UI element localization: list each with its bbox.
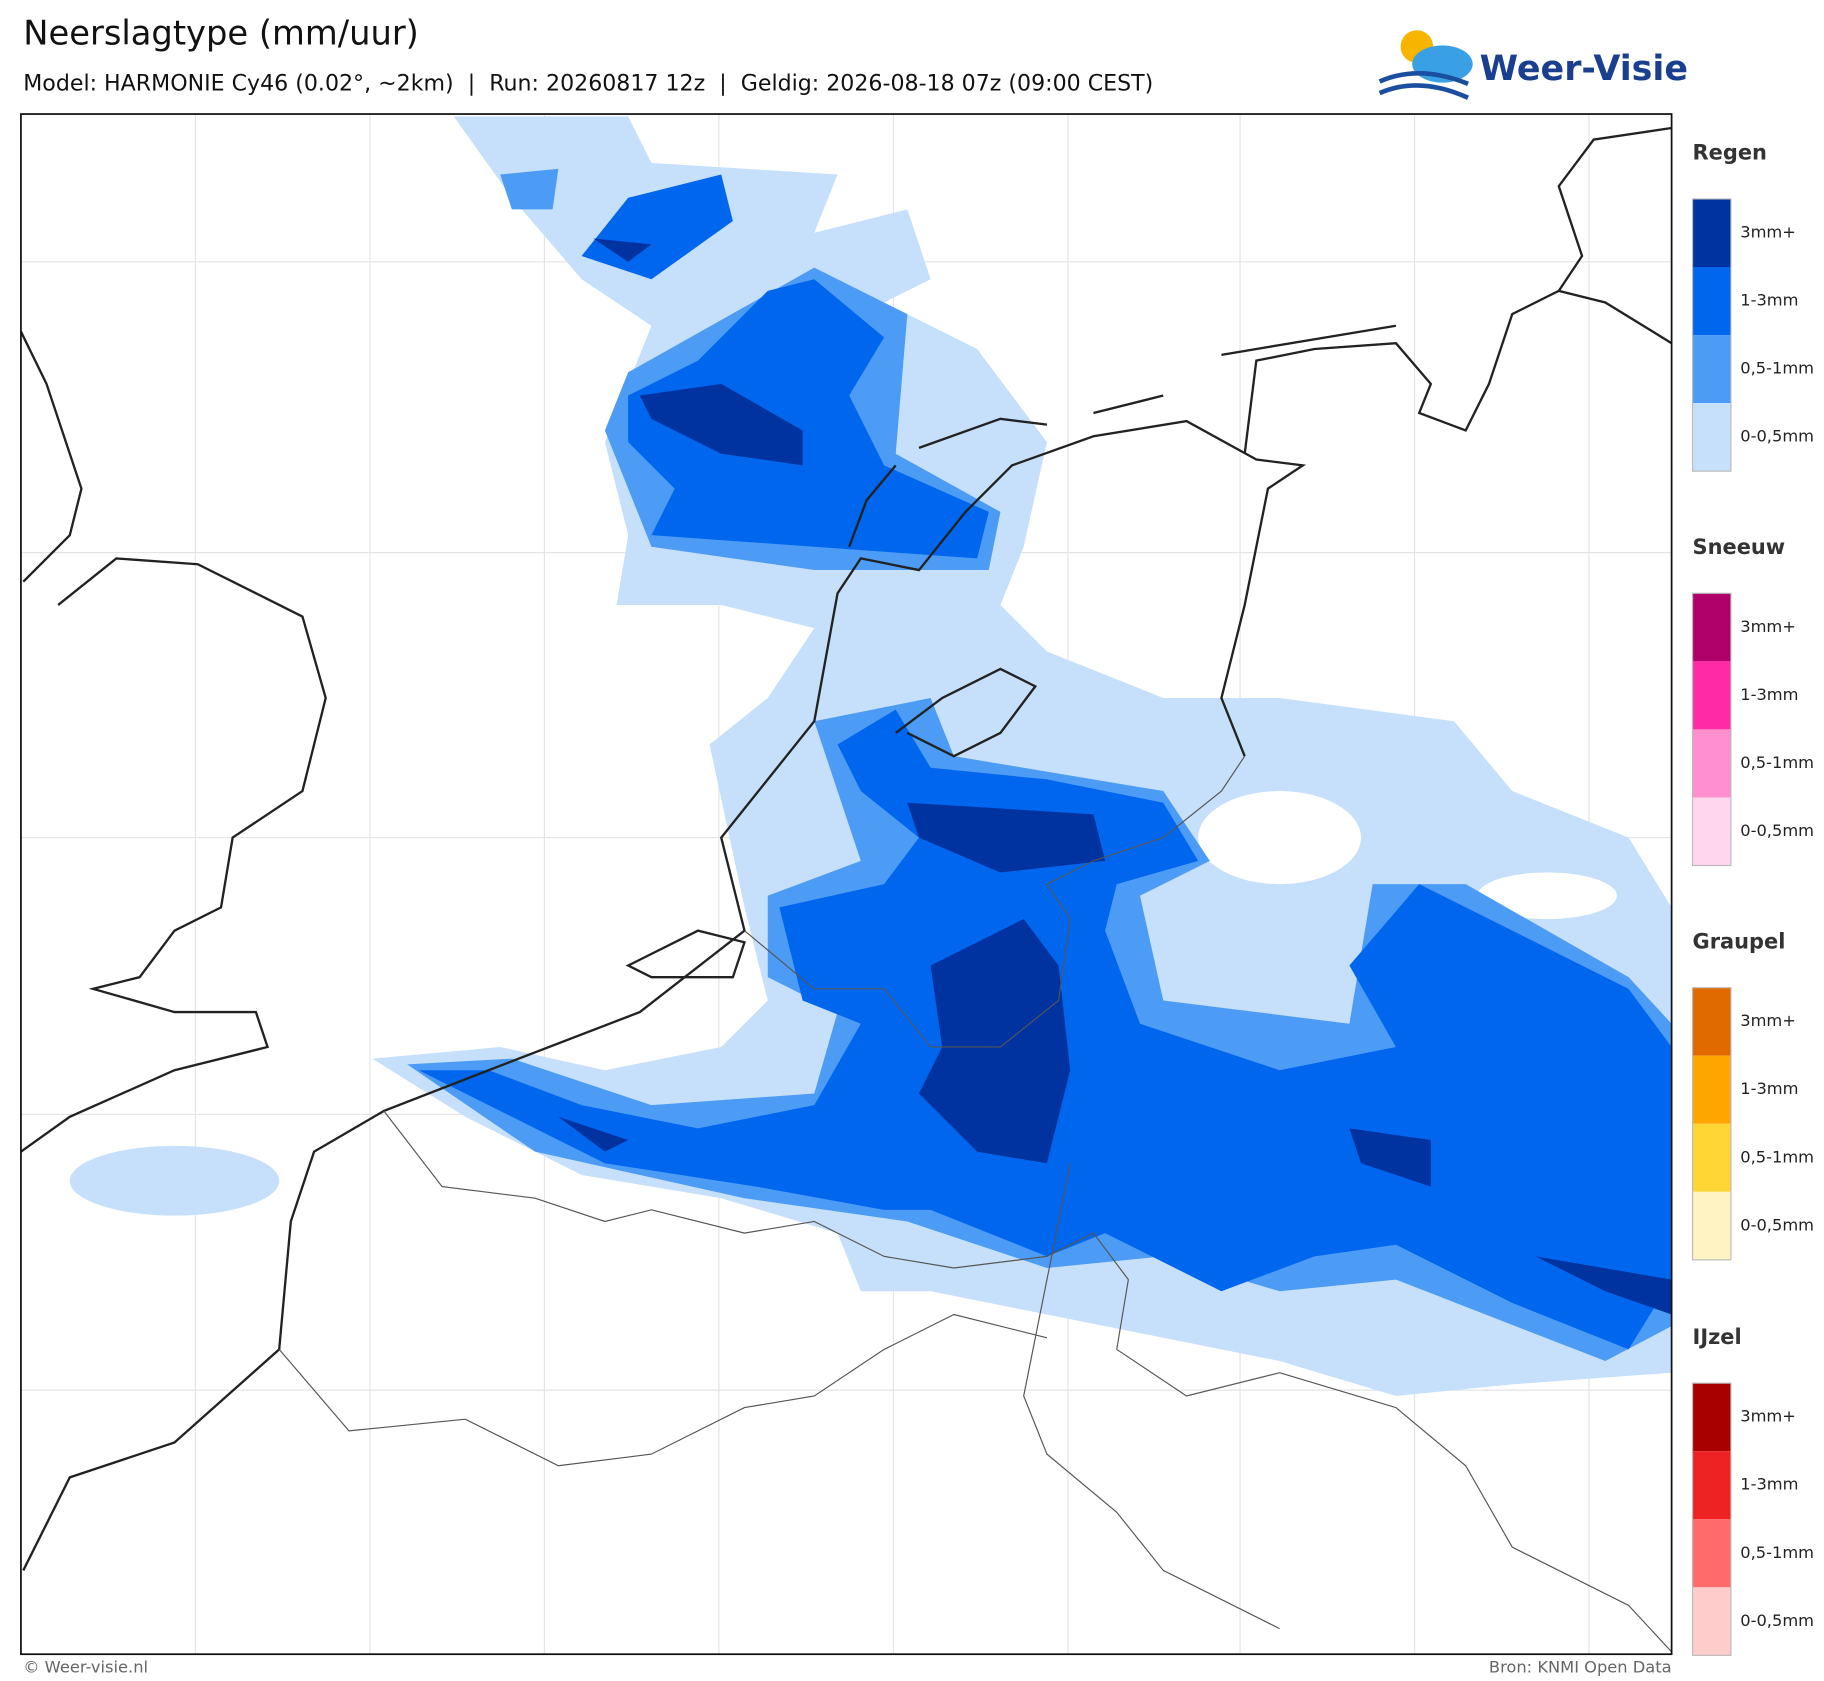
legend-label: 3mm+: [1740, 222, 1796, 241]
legend-swatch: [1692, 1123, 1731, 1192]
legend-swatch: [1692, 1055, 1731, 1124]
legend-title: Graupel: [1693, 929, 1786, 953]
legend-frame: [1691, 592, 1732, 867]
title: Neerslagtype (mm/uur): [23, 13, 419, 52]
precipitation: [69, 116, 1672, 1396]
legend-label: 0,5-1mm: [1740, 359, 1814, 378]
legend-label: 1-3mm: [1740, 1079, 1798, 1098]
legend-title: IJzel: [1693, 1325, 1742, 1349]
subtitle: Model: HARMONIE Cy46 (0.02°, ~2km) | Run…: [23, 70, 1153, 96]
legend-swatch: [1692, 1191, 1731, 1260]
legend-frame: [1691, 1382, 1732, 1656]
logo-text: Weer-Visie: [1480, 49, 1688, 89]
legend-label: 3mm+: [1740, 1011, 1796, 1030]
legend-label: 0,5-1mm: [1740, 753, 1814, 772]
legend-label: 3mm+: [1740, 617, 1796, 636]
borders: [278, 755, 1673, 1653]
legend-label: 1-3mm: [1740, 291, 1798, 310]
legend-swatch: [1692, 661, 1731, 730]
legend-swatch: [1692, 1587, 1731, 1656]
legend-swatch: [1692, 198, 1731, 268]
legend-label: 1-3mm: [1740, 685, 1798, 704]
legend-label: 3mm+: [1740, 1407, 1796, 1426]
legend-swatch: [1692, 1383, 1731, 1452]
legend-swatch: [1692, 335, 1731, 404]
legend-swatch: [1692, 267, 1731, 336]
legend-swatch: [1692, 593, 1731, 662]
legend-label: 0-0,5mm: [1740, 1611, 1814, 1630]
legend-swatch: [1692, 729, 1731, 798]
legend: Regen 3mm+ 1-3mm 0,5-1mm 0-0,5mm Sneeuw 3mm+ 1-…: [1691, 141, 1814, 1656]
legend-frame: [1691, 198, 1732, 472]
map: [19, 113, 1673, 1656]
legend-title: Sneeuw: [1693, 535, 1786, 559]
legend-label: 0-0,5mm: [1740, 427, 1814, 446]
legend-label: 0,5-1mm: [1740, 1543, 1814, 1562]
legend-label: 0,5-1mm: [1740, 1147, 1814, 1166]
legend-swatch: [1692, 987, 1731, 1056]
legend-label: 0-0,5mm: [1740, 821, 1814, 840]
legend-label: 1-3mm: [1740, 1475, 1798, 1494]
logo: Weer-Visie: [1378, 30, 1688, 100]
footer-credit: © Weer-visie.nl: [23, 1658, 148, 1677]
legend-swatch: [1692, 1451, 1731, 1520]
legend-swatch: [1692, 797, 1731, 866]
legend-frame: [1691, 987, 1732, 1261]
legend-label: 0-0,5mm: [1740, 1215, 1814, 1234]
footer-source: Bron: KNMI Open Data: [1489, 1658, 1672, 1677]
legend-swatch: [1692, 403, 1731, 472]
coastlines: [19, 126, 1673, 1571]
legend-swatch: [1692, 1519, 1731, 1588]
legend-title: Regen: [1693, 141, 1767, 165]
